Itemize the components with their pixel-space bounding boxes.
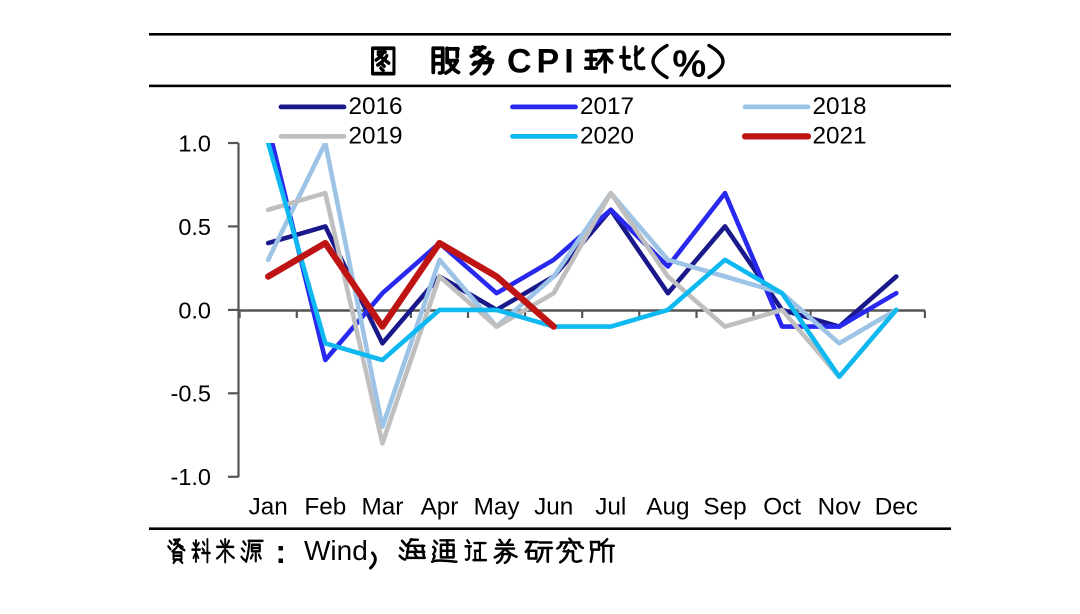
svg-text:2017: 2017 (580, 93, 634, 120)
svg-text:1.0: 1.0 (178, 130, 211, 156)
svg-text:2018: 2018 (813, 93, 867, 120)
svg-text:Wind: Wind (304, 535, 368, 566)
svg-text:Jun: Jun (534, 494, 573, 521)
svg-text:%: % (672, 44, 706, 86)
svg-text:2016: 2016 (349, 93, 403, 120)
svg-text:0.0: 0.0 (178, 297, 211, 323)
svg-text:2021: 2021 (813, 123, 867, 150)
svg-text:Jul: Jul (595, 494, 626, 521)
svg-text:-0.5: -0.5 (171, 381, 212, 407)
svg-text:2020: 2020 (580, 123, 634, 150)
svg-text:Jan: Jan (249, 494, 288, 521)
svg-text:Nov: Nov (818, 494, 862, 521)
svg-text:Apr: Apr (421, 494, 459, 521)
svg-text:Aug: Aug (646, 494, 689, 521)
svg-text:May: May (474, 494, 521, 521)
svg-text:Dec: Dec (875, 494, 918, 521)
svg-text:2019: 2019 (349, 123, 403, 150)
svg-text:-1.0: -1.0 (171, 464, 212, 490)
svg-text:CPI: CPI (507, 43, 579, 81)
svg-text:Sep: Sep (703, 494, 746, 521)
svg-text:Oct: Oct (763, 494, 801, 521)
svg-text:Feb: Feb (304, 494, 346, 521)
svg-text:Mar: Mar (361, 494, 403, 521)
svg-text:0.5: 0.5 (178, 214, 211, 240)
